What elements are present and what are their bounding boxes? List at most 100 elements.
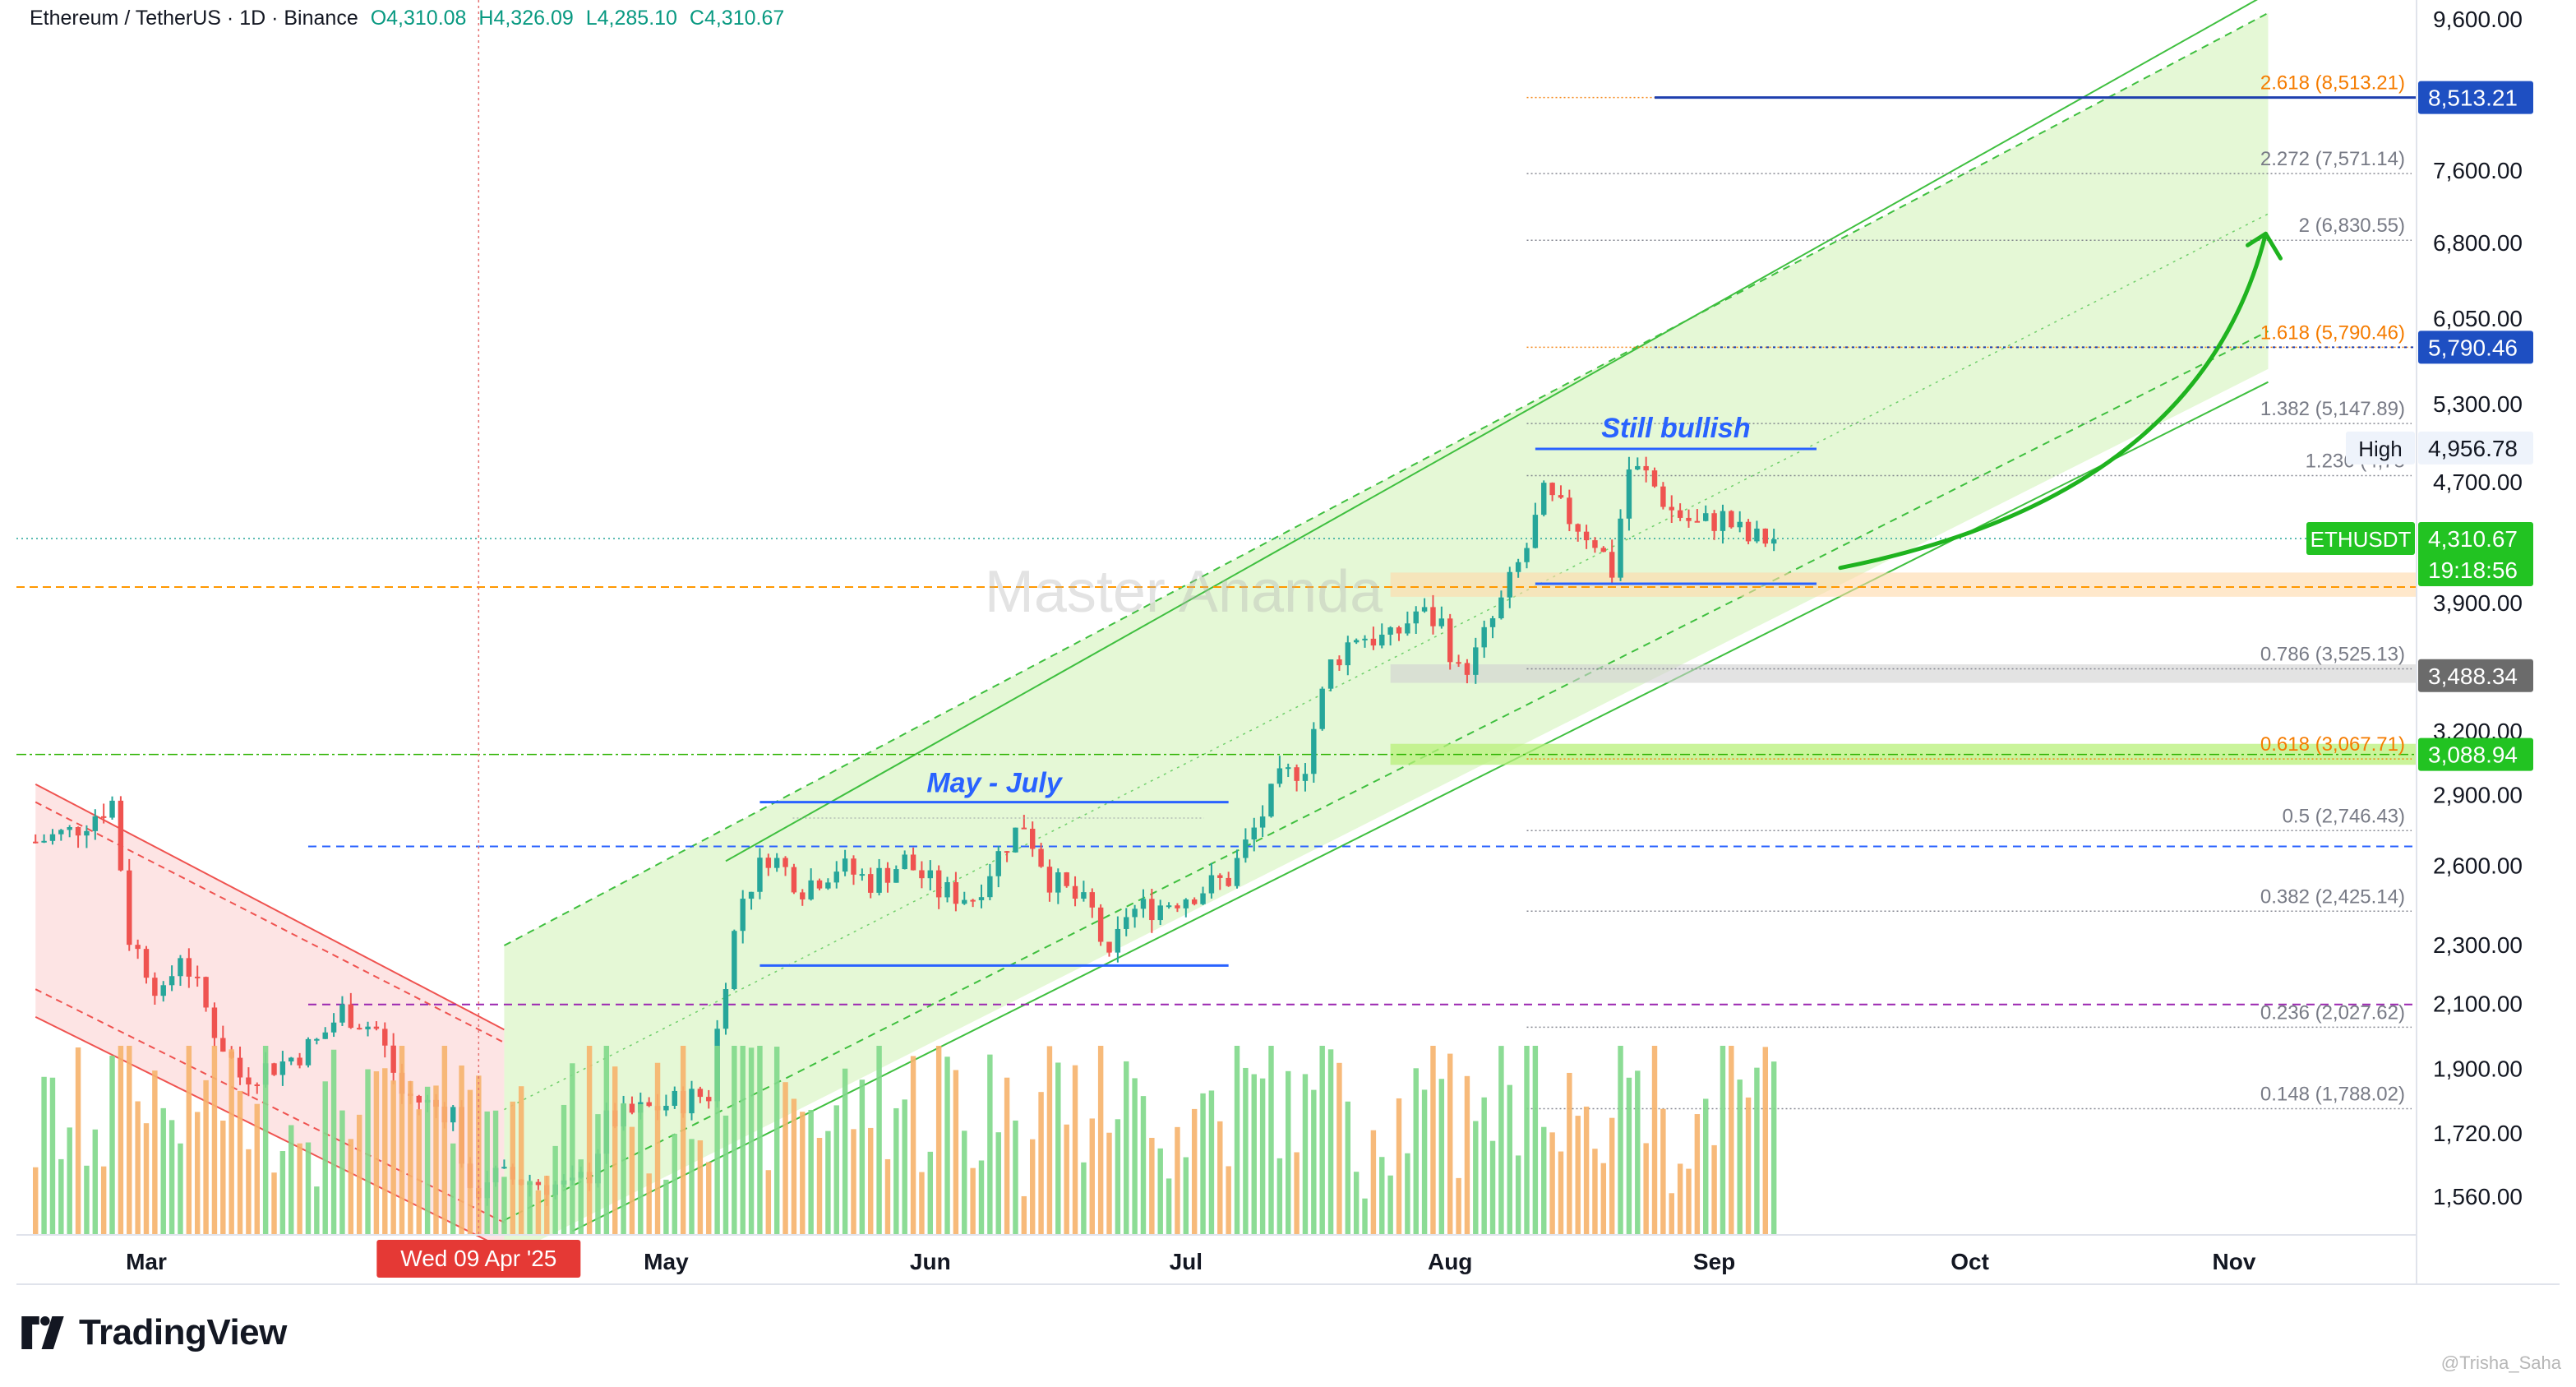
- candle-body: [732, 931, 737, 990]
- volume-bar: [987, 1054, 993, 1235]
- volume-bar: [570, 1063, 575, 1235]
- volume-bar: [211, 1046, 218, 1235]
- candle-body: [1660, 486, 1666, 507]
- volume-bar: [646, 1173, 652, 1235]
- candle-body: [109, 800, 115, 818]
- volume-bar: [714, 1046, 720, 1235]
- candle-body: [1626, 469, 1632, 519]
- candle-body: [49, 834, 56, 841]
- volume-bar: [927, 1151, 934, 1235]
- candle-body: [1055, 872, 1061, 893]
- symbol-title: Ethereum / TetherUS · 1D · Binance: [30, 7, 358, 30]
- uptrend-outer-lower-line: [571, 381, 2269, 1232]
- candle-body: [339, 1004, 345, 1023]
- volume-bar: [1149, 1137, 1155, 1235]
- volume-bar: [1481, 1097, 1487, 1235]
- price-label-box: [2418, 737, 2533, 771]
- candle-body: [722, 989, 729, 1029]
- candle-body: [1021, 827, 1027, 830]
- volume-bar: [1081, 1162, 1087, 1235]
- candle-body: [194, 976, 201, 978]
- candle-body: [1327, 659, 1334, 689]
- candle-body: [1157, 905, 1163, 921]
- downtrend-upper-line: [35, 784, 505, 1031]
- volume-bar: [825, 1130, 831, 1235]
- volume-bar: [1132, 1078, 1138, 1235]
- volume-bar: [816, 1137, 823, 1235]
- volume-bar: [484, 1111, 490, 1235]
- candle-body: [1191, 899, 1198, 904]
- volume-bar: [314, 1186, 320, 1235]
- x-tick-label: Mar: [126, 1249, 167, 1274]
- volume-bar: [1064, 1124, 1069, 1235]
- candle-body: [893, 869, 899, 883]
- volume-bar: [1770, 1061, 1777, 1235]
- volume-bar: [1166, 1178, 1172, 1235]
- candle-body: [1166, 905, 1172, 908]
- candle-body: [382, 1029, 388, 1046]
- volume-bar: [1013, 1120, 1018, 1235]
- candle-body: [1115, 928, 1121, 953]
- volume-bar: [1447, 1053, 1453, 1235]
- candle-body: [1737, 521, 1743, 528]
- volume-bar: [868, 1127, 874, 1235]
- fib-label: 0.786 (3,525.13): [2260, 644, 2405, 666]
- volume-bar: [433, 1085, 439, 1235]
- volume-bar: [254, 1103, 260, 1235]
- volume-bar: [1124, 1061, 1129, 1235]
- crosshair-date-label: Wed 09 Apr '25: [400, 1246, 556, 1271]
- candle-body: [1464, 663, 1470, 675]
- volume-bar: [544, 1176, 550, 1235]
- candle-body: [1081, 892, 1087, 899]
- candle-body: [1286, 767, 1291, 770]
- candle-body: [1106, 941, 1112, 953]
- candle-body: [1558, 495, 1564, 498]
- uptrend-inner-lower-line: [503, 330, 2269, 1222]
- price-label-box: [2418, 431, 2533, 465]
- candle-body: [902, 854, 907, 870]
- candle-body: [1013, 827, 1018, 853]
- volume-bar: [1609, 1117, 1615, 1235]
- volume-bar: [1405, 1153, 1410, 1235]
- candle-body: [663, 1106, 669, 1111]
- volume-bar: [680, 1046, 686, 1235]
- candle-body: [330, 1022, 337, 1033]
- candle-body: [186, 958, 192, 977]
- price-label-value: 8,513.21: [2428, 86, 2518, 111]
- volume-bar: [902, 1099, 907, 1235]
- volume-bar: [1558, 1151, 1564, 1235]
- zone-support-gray: [1390, 663, 2417, 683]
- downtrend-inner-upper: [35, 801, 505, 1044]
- volume-bar: [1183, 1157, 1189, 1235]
- candle-body: [390, 1045, 396, 1073]
- volume-bar: [527, 1181, 533, 1235]
- candle-body: [67, 827, 72, 830]
- y-tick-label: 2,100.00: [2433, 992, 2523, 1017]
- volume-bar: [220, 1120, 226, 1235]
- tradingview-brand[interactable]: TradingView: [16, 1312, 287, 1353]
- y-tick-label: 3,900.00: [2433, 590, 2523, 616]
- volume-bar: [1669, 1193, 1674, 1235]
- candle-body: [271, 1063, 277, 1075]
- candle-body: [1651, 470, 1658, 487]
- candle-body: [1515, 562, 1521, 572]
- candle-body: [1276, 768, 1283, 784]
- volume-bar: [1286, 1070, 1291, 1235]
- volume-bar: [476, 1075, 482, 1235]
- candle-body: [1507, 571, 1512, 598]
- candle-body: [1072, 885, 1078, 899]
- candle-body: [1046, 867, 1053, 893]
- volume-bar: [49, 1077, 56, 1235]
- volume-bar: [1618, 1046, 1623, 1235]
- candle-body: [1396, 627, 1402, 634]
- volume-bar: [271, 1172, 277, 1235]
- candle-body: [1720, 511, 1726, 531]
- uptrend-outer-upper-line: [725, 0, 2258, 862]
- volume-bar: [1217, 1121, 1223, 1235]
- volume-bar: [1140, 1096, 1147, 1235]
- volume-bar: [229, 1049, 234, 1235]
- candle-body: [773, 858, 780, 868]
- volume-bar: [322, 1081, 328, 1235]
- candle-body: [757, 858, 763, 892]
